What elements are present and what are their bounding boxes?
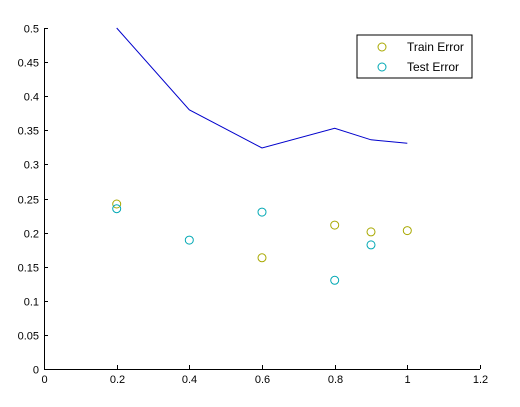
legend-marker-test-error bbox=[377, 62, 387, 72]
test-error-point bbox=[330, 275, 340, 285]
x-tick-label: 0.4 bbox=[182, 374, 197, 386]
y-tick-label: 0.1 bbox=[24, 297, 39, 309]
x-tick-label: 1 bbox=[404, 374, 410, 386]
y-tick-label: 0.2 bbox=[24, 229, 39, 241]
legend-label-train-error: Train Error bbox=[407, 40, 464, 54]
legend-box bbox=[356, 34, 473, 79]
test-error-point bbox=[366, 240, 376, 250]
x-tick-label: 0.2 bbox=[110, 374, 125, 386]
y-tick-label: 0.3 bbox=[24, 160, 39, 172]
test-error-point bbox=[184, 235, 194, 245]
train-error-point bbox=[330, 220, 340, 230]
y-tick-label: 0.5 bbox=[24, 24, 39, 36]
y-tick-label: 0.4 bbox=[24, 92, 39, 104]
legend-marker-train-error bbox=[377, 42, 387, 52]
train-error-point bbox=[366, 227, 376, 237]
axes bbox=[44, 28, 480, 370]
y-tick-label: 0.05 bbox=[18, 331, 39, 343]
legend: Train Error Test Error bbox=[356, 34, 473, 79]
x-tick-label: 1.2 bbox=[473, 374, 488, 386]
y-tick-label: 0.35 bbox=[18, 126, 39, 138]
train-error-point bbox=[257, 253, 267, 263]
x-tick-label: 0.8 bbox=[328, 374, 343, 386]
series-line bbox=[116, 27, 408, 149]
test-error-point bbox=[257, 207, 267, 217]
x-tick-label: 0 bbox=[41, 374, 47, 386]
y-tick-label: 0 bbox=[33, 365, 39, 377]
plot-area bbox=[112, 27, 412, 285]
y-tick-label: 0.45 bbox=[18, 58, 39, 70]
test-error-point bbox=[112, 204, 122, 214]
y-tick-label: 0.15 bbox=[18, 263, 39, 275]
train-error-point bbox=[112, 199, 122, 209]
y-axis-ticks: 0 0.05 0.1 0.15 0.2 0.25 0.3 0.35 0.4 0.45 0.5 bbox=[18, 24, 48, 377]
x-tick-label: 0.6 bbox=[255, 374, 270, 386]
x-axis-ticks: 0 0.2 0.4 0.6 0.8 1 1.2 bbox=[41, 365, 488, 386]
y-tick-label: 0.25 bbox=[18, 195, 39, 207]
train-error-point bbox=[402, 226, 412, 236]
legend-label-test-error: Test Error bbox=[407, 60, 459, 74]
